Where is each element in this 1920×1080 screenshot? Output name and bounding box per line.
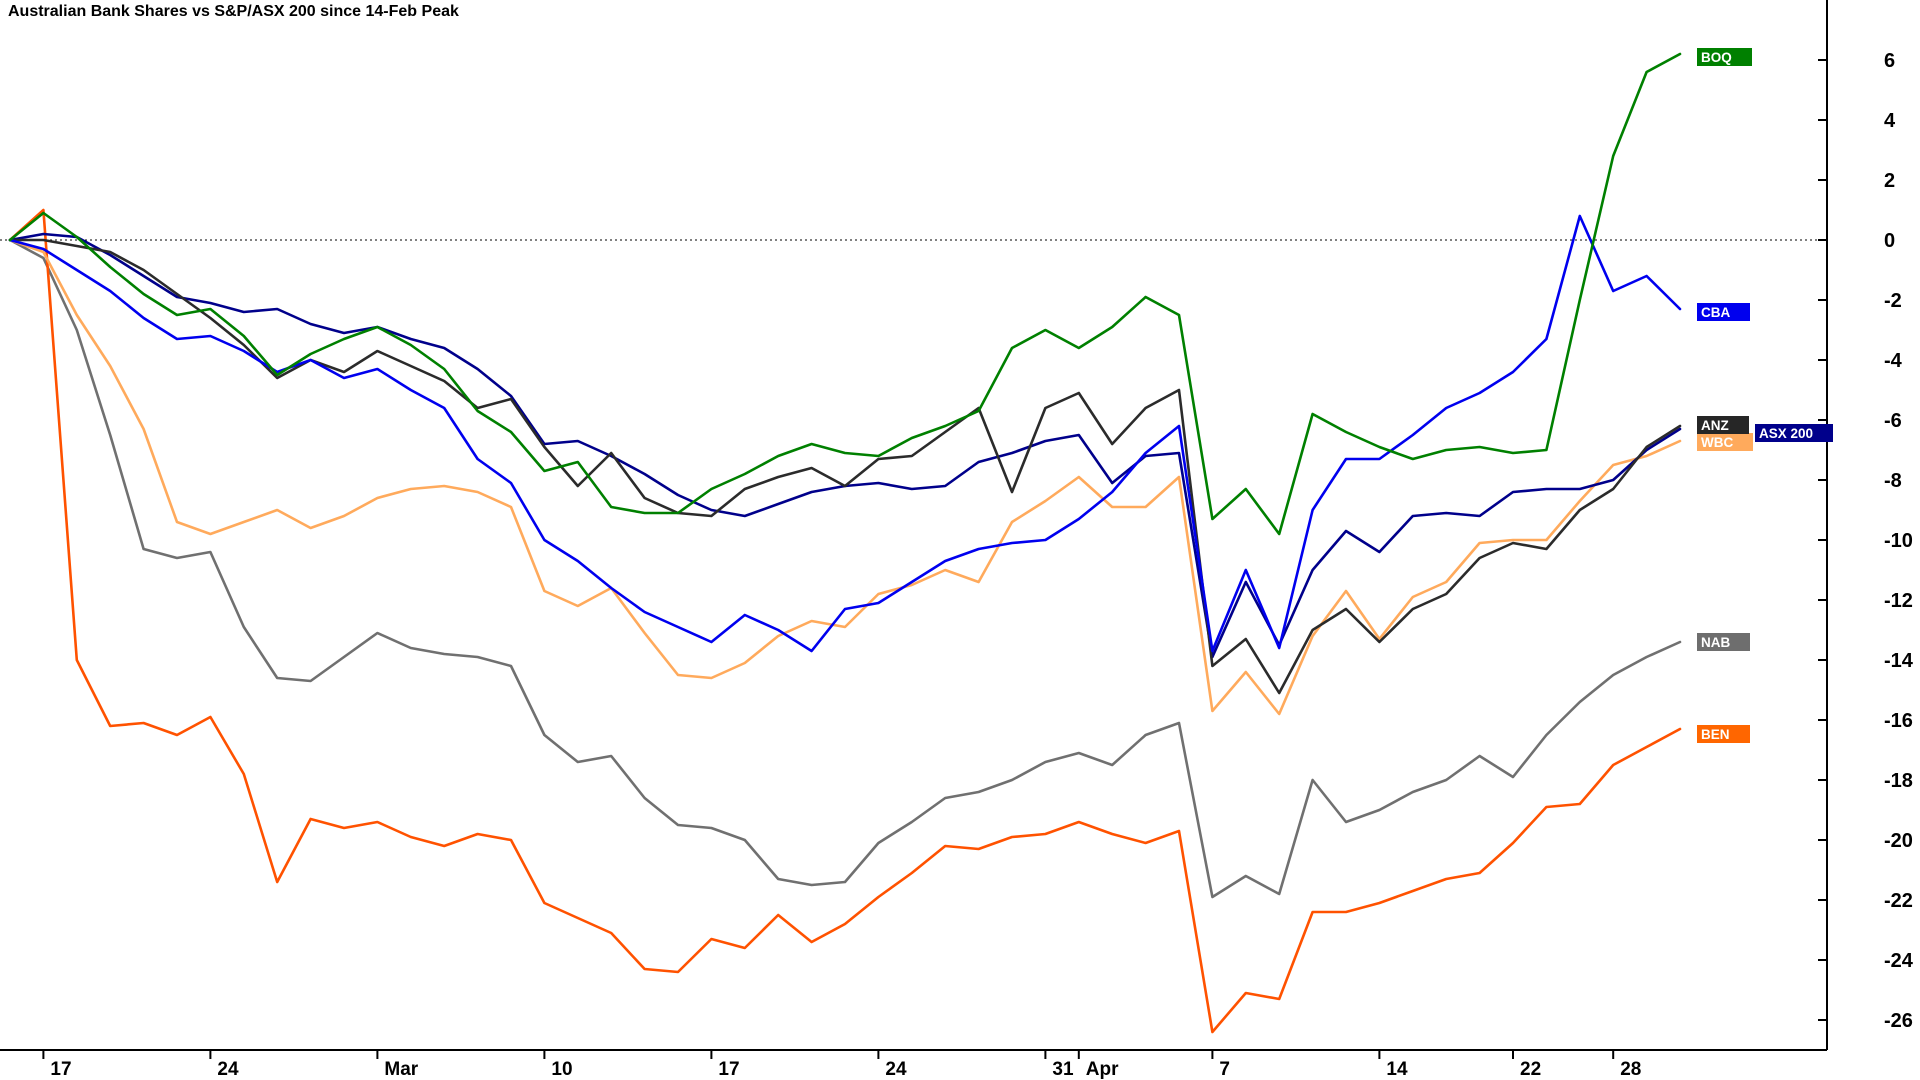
chart-title: Australian Bank Shares vs S&P/ASX 200 si… (8, 3, 459, 20)
series-line-asx-200 (8, 232, 1682, 659)
y-axis-tick-label: -18 (1884, 770, 1913, 792)
y-axis-tick-label: -2 (1884, 290, 1902, 312)
x-axis-tick-label: 10 (551, 1059, 572, 1080)
y-axis-tick-label: -24 (1884, 950, 1914, 972)
x-axis-tick-label: 31 (1052, 1059, 1074, 1080)
series-label-anz: ANZ (1697, 416, 1749, 434)
series-label-text-ben: BEN (1701, 727, 1730, 742)
series-label-text-asx-200: ASX 200 (1759, 426, 1813, 441)
y-axis-tick-label: -10 (1884, 530, 1913, 552)
x-axis-tick-label: Apr (1086, 1059, 1119, 1080)
series-label-text-anz: ANZ (1701, 418, 1729, 433)
series-line-cba (8, 214, 1682, 653)
series-line-boq (8, 52, 1682, 536)
series-label-ben: BEN (1697, 725, 1750, 743)
x-axis-tick-label: 28 (1620, 1059, 1641, 1080)
series-label-box-asx-200 (1755, 424, 1833, 442)
x-axis-tick-label: 17 (50, 1059, 71, 1080)
series-label-box-boq (1697, 48, 1752, 66)
y-axis-tick-label: -4 (1884, 350, 1903, 372)
series-label-boq: BOQ (1697, 48, 1752, 66)
y-axis-tick-label: 4 (1884, 110, 1896, 132)
y-axis-tick-label: 2 (1884, 170, 1895, 192)
series-label-cba: CBA (1697, 303, 1750, 321)
series-label-box-cba (1697, 303, 1750, 321)
x-axis-tick-label: 24 (885, 1059, 907, 1080)
series-line-nab (8, 238, 1682, 899)
y-axis-tick-label: -14 (1884, 650, 1914, 672)
y-axis-tick-label: -20 (1884, 830, 1913, 852)
y-axis-tick-label: -26 (1884, 1010, 1913, 1032)
series-label-box-ben (1697, 725, 1750, 743)
series-label-text-wbc: WBC (1701, 435, 1733, 450)
series-label-nab: NAB (1697, 633, 1750, 651)
y-axis-tick-label: -6 (1884, 410, 1902, 432)
series-label-text-cba: CBA (1701, 305, 1730, 320)
series-label-box-nab (1697, 633, 1750, 651)
y-axis-tick-label: -12 (1884, 590, 1913, 612)
series-line-wbc (8, 238, 1682, 716)
x-axis-tick-label: 17 (718, 1059, 739, 1080)
y-axis-tick-label: 0 (1884, 230, 1895, 252)
series-label-asx-200: ASX 200 (1755, 424, 1833, 442)
y-axis-tick-label: 6 (1884, 50, 1895, 72)
x-axis-tick-label: Mar (384, 1059, 418, 1080)
x-axis-tick-label: 22 (1520, 1059, 1541, 1080)
series-label-wbc: WBC (1697, 433, 1753, 451)
series-label-text-nab: NAB (1701, 635, 1730, 650)
x-axis-tick-label: 24 (217, 1059, 239, 1080)
series-label-box-wbc (1697, 433, 1753, 451)
x-axis-tick-label: 14 (1386, 1059, 1408, 1080)
y-axis-tick-label: -22 (1884, 890, 1913, 912)
series-label-text-boq: BOQ (1701, 50, 1732, 65)
y-axis-tick-label: -8 (1884, 470, 1902, 492)
series-label-box-anz (1697, 416, 1749, 434)
y-axis-tick-label: -16 (1884, 710, 1913, 732)
x-axis-tick-label: 7 (1219, 1059, 1230, 1080)
series-line-ben (8, 208, 1682, 1034)
series-line-anz (8, 238, 1682, 695)
